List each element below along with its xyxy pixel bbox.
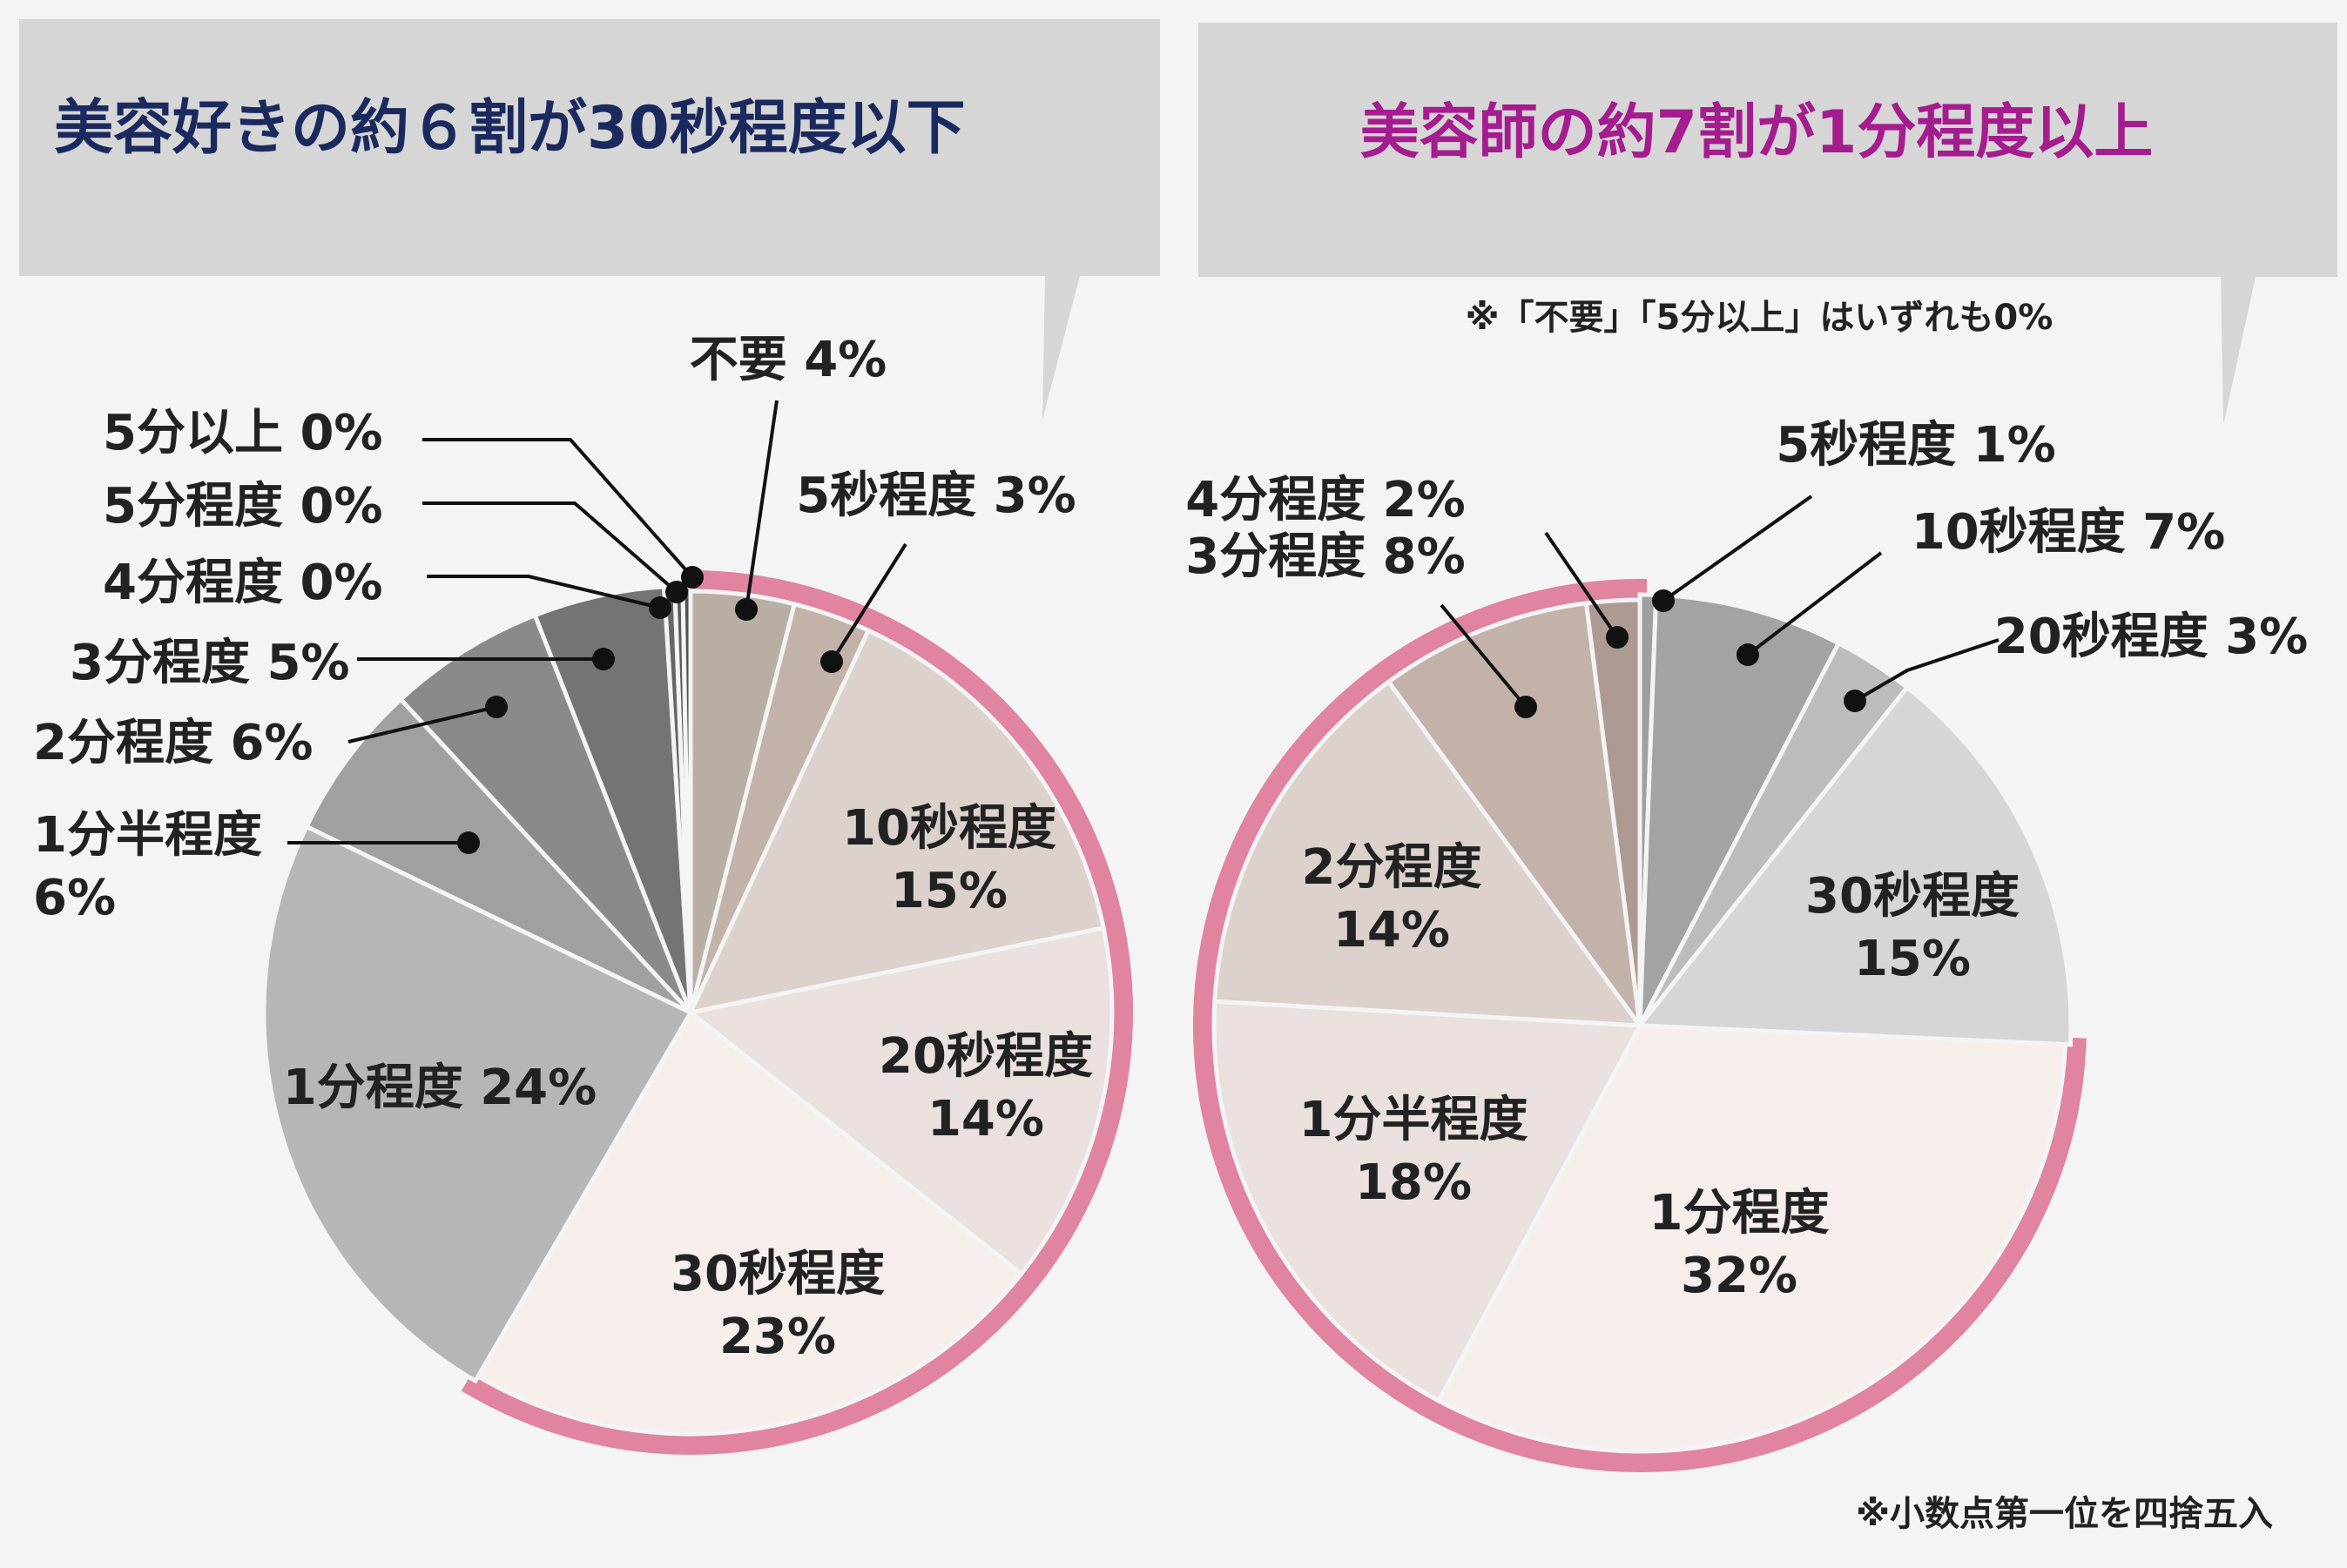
slice-label-3: 20秒程度 bbox=[879, 1028, 1093, 1085]
left-pie-chart: 不要 4% 5秒程度 3% 10秒程度 15% 20秒程度 14% 30秒程度 23% 1分程度… bbox=[33, 332, 1134, 1455]
leader-dot-0 bbox=[735, 598, 758, 621]
slice-label-11: 5分以上 0% bbox=[103, 405, 383, 461]
leader-dot-10 bbox=[665, 581, 688, 603]
slice-label-4: 1分程度 bbox=[1649, 1185, 1830, 1242]
left-title-bubble bbox=[19, 19, 1160, 420]
slice-label-2: 10秒程度 bbox=[842, 800, 1056, 857]
slice-label-6: 1分半程度 bbox=[33, 807, 262, 864]
leader-dot-2 bbox=[1844, 690, 1866, 712]
slice-label-1: 10秒程度 7% bbox=[1912, 504, 2226, 561]
leader-line-9 bbox=[427, 575, 661, 609]
slice-label-7: 3分程度 8% bbox=[1185, 528, 1466, 585]
pie-slice-4 bbox=[475, 1009, 1025, 1437]
slice-label-5: 1分半程度 bbox=[1299, 1092, 1528, 1148]
pie-slice-6 bbox=[303, 696, 692, 1015]
slice-value-6: 6% bbox=[33, 870, 116, 926]
leader-dot-6 bbox=[457, 831, 480, 854]
rounding-note: ※小数点第一位を四捨五入 bbox=[1856, 1494, 2273, 1534]
right-title-bubble bbox=[1198, 23, 2337, 425]
slice-label-0: 5秒程度 1% bbox=[1776, 417, 2056, 474]
left-chart-title: 美容好きの約６割が30秒程度以下 bbox=[54, 94, 966, 163]
leader-line-1 bbox=[1746, 551, 1883, 656]
pie-slice-3 bbox=[1635, 684, 2074, 1047]
slice-value-4: 32% bbox=[1681, 1248, 1797, 1304]
slice-label-8: 4分程度 2% bbox=[1185, 472, 1466, 528]
leader-line-1 bbox=[830, 542, 907, 663]
leader-line-7 bbox=[347, 705, 497, 744]
leader-line-0 bbox=[1662, 495, 1813, 602]
slice-label-2: 20秒程度 3% bbox=[1994, 609, 2309, 665]
pie-slice-4 bbox=[1435, 1023, 2068, 1454]
leader-dot-7 bbox=[1514, 696, 1537, 718]
slice-label-0: 不要 4% bbox=[690, 332, 887, 388]
slice-label-8: 3分程度 5% bbox=[70, 635, 350, 691]
leader-line-11 bbox=[422, 438, 694, 579]
pie-slice-7 bbox=[397, 612, 693, 1014]
pie-slice-2 bbox=[686, 627, 1107, 1016]
right-chart-title: 美容師の約7割が1分程度以上 bbox=[1360, 98, 2154, 167]
leader-line-8 bbox=[1544, 531, 1619, 639]
leader-dot-1 bbox=[1737, 643, 1759, 666]
slice-label-6: 2分程度 bbox=[1302, 839, 1482, 896]
pie-slice-3 bbox=[685, 925, 1115, 1277]
pie-slice-8 bbox=[1583, 597, 1642, 1026]
leader-dot-11 bbox=[681, 566, 704, 589]
slice-label-10: 5分程度 0% bbox=[103, 478, 383, 535]
leader-dot-0 bbox=[1652, 589, 1675, 612]
leader-line-7 bbox=[1440, 603, 1528, 709]
pie-slice-5 bbox=[1211, 999, 1644, 1404]
slice-value-4: 23% bbox=[719, 1309, 836, 1365]
leader-dot-1 bbox=[820, 650, 843, 673]
slice-value-5: 18% bbox=[1355, 1154, 1472, 1211]
slice-label-4: 30秒程度 bbox=[671, 1246, 885, 1302]
leader-line-2 bbox=[1853, 638, 2000, 703]
slice-label-3: 30秒程度 bbox=[1805, 868, 2020, 925]
pie-slice-6 bbox=[1212, 678, 1645, 1028]
slice-value-3: 15% bbox=[1854, 931, 1971, 987]
pie-slice-8 bbox=[532, 584, 693, 1013]
leader-dot-7 bbox=[485, 696, 508, 718]
slice-label-5: 1分程度 24% bbox=[283, 1060, 597, 1116]
pie-slice-7 bbox=[1386, 601, 1642, 1027]
leader-line-0 bbox=[745, 400, 779, 610]
slice-label-1: 5秒程度 3% bbox=[796, 468, 1076, 524]
slice-label-7: 2分程度 6% bbox=[33, 715, 314, 771]
leader-line-10 bbox=[422, 501, 678, 594]
right-chart-subtitle: ※「不要」「5分以上」はいずれも0% bbox=[1466, 298, 2054, 338]
slice-value-6: 14% bbox=[1333, 902, 1450, 959]
slice-value-3: 14% bbox=[927, 1091, 1044, 1147]
leader-dot-9 bbox=[649, 596, 671, 619]
right-pie-chart: 5秒程度 1% 10秒程度 7% 20秒程度 3% 30秒程度 15% 1分程度 32% 1分… bbox=[1185, 417, 2309, 1472]
pie-slice-5 bbox=[261, 824, 694, 1384]
leader-dot-8 bbox=[592, 648, 615, 670]
slice-value-2: 15% bbox=[891, 863, 1008, 919]
leader-dot-8 bbox=[1606, 626, 1629, 649]
slice-label-9: 4分程度 0% bbox=[103, 555, 383, 611]
